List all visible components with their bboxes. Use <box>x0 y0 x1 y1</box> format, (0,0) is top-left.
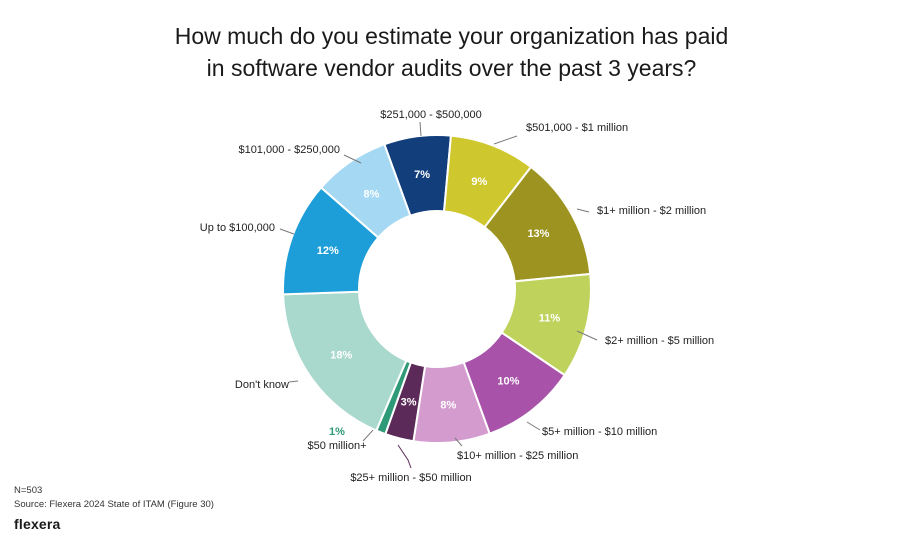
leader-line-up-to-100-000 <box>279 228 295 235</box>
slice-label-5-million-10-million: $5+ million - $10 million <box>542 426 657 438</box>
slice-don-t-know <box>282 290 408 432</box>
slice-label-101-000-250-000: $101,000 - $250,000 <box>238 144 340 156</box>
slice-101-000-250-000 <box>319 143 412 240</box>
slice-value-50-million: 1% <box>329 426 345 438</box>
slice-label-50-million: $50 million+ <box>307 440 366 452</box>
leader-line-25-million-50-million <box>397 444 412 469</box>
leader-line-1-million-2-million <box>576 208 590 213</box>
leader-line-10-million-25-million <box>454 437 463 447</box>
leader-line-5-million-10-million <box>526 421 541 431</box>
slice-value-25-million-50-million: 3% <box>401 396 417 408</box>
slice-value-251-000-500-000: 7% <box>414 169 430 181</box>
leader-line-don-t-know <box>288 380 299 383</box>
slice-value-101-000-250-000: 8% <box>364 188 380 200</box>
slice-value-2-million-5-million: 11% <box>539 312 561 324</box>
chart-footer: N=503 Source: Flexera 2024 State of ITAM… <box>14 484 214 512</box>
slice-label-25-million-50-million: $25+ million - $50 million <box>350 472 471 484</box>
chart-title-line-1: How much do you estimate your organizati… <box>174 23 729 49</box>
leader-line-501-000-1-million <box>493 135 518 145</box>
slice-value-up-to-100-000: 12% <box>317 245 339 257</box>
flexera-logo: flexera <box>14 516 61 532</box>
source-note: Source: Flexera 2024 State of ITAM (Figu… <box>14 499 214 510</box>
chart-title: How much do you estimate your organizati… <box>0 20 903 84</box>
slice-label-up-to-100-000: Up to $100,000 <box>200 222 275 234</box>
slice-value-501-000-1-million: 9% <box>471 176 487 188</box>
slice-label-501-000-1-million: $501,000 - $1 million <box>526 122 628 134</box>
slice-label-2-million-5-million: $2+ million - $5 million <box>605 335 714 347</box>
leader-line-101-000-250-000 <box>343 154 362 164</box>
slice-value-5-million-10-million: 10% <box>497 375 519 387</box>
leader-line-50-million <box>362 428 375 442</box>
slice-label-don-t-know: Don't know <box>235 379 289 391</box>
slice-value-1-million-2-million: 13% <box>527 228 549 240</box>
slice-label-251-000-500-000: $251,000 - $500,000 <box>380 109 482 121</box>
slice-value-don-t-know: 18% <box>330 350 352 362</box>
sample-size: N=503 <box>14 485 43 496</box>
leader-line-2-million-5-million <box>576 330 598 341</box>
slice-label-1-million-2-million: $1+ million - $2 million <box>597 205 706 217</box>
leader-line-251-000-500-000 <box>419 121 422 137</box>
slice-value-10-million-25-million: 8% <box>440 399 456 411</box>
chart-title-line-2: in software vendor audits over the past … <box>206 55 697 81</box>
slice-label-10-million-25-million: $10+ million - $25 million <box>457 450 578 462</box>
